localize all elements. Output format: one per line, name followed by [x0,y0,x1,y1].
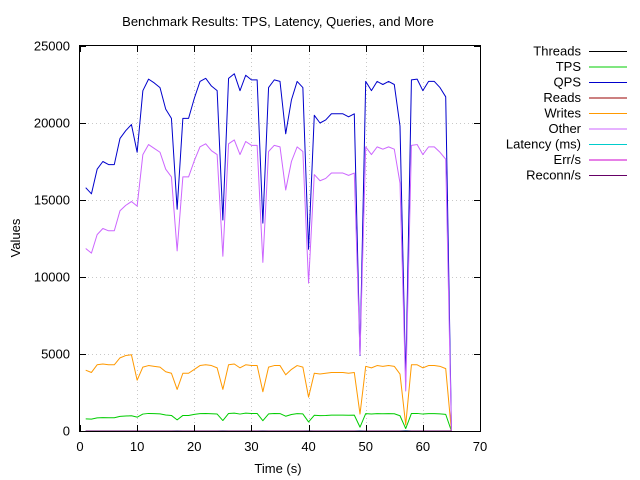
x-tick-label: 20 [187,439,201,454]
axis-ticks: 0 10 20 30 40 50 60 70 0 5000 10000 15000 20000 25000 [34,39,487,455]
legend-label-writes: Writes [544,106,581,121]
series-line-qps [85,73,452,432]
legend-label-err-s: Err/s [554,152,582,167]
y-axis-label: Values [8,218,23,257]
y-tick-label: 10000 [34,270,70,285]
x-tick-label: 70 [473,439,487,454]
y-tick-label: 25000 [34,39,70,54]
legend-label-reads: Reads [543,90,581,105]
y-tick-label: 20000 [34,116,70,131]
x-tick-label: 30 [244,439,258,454]
x-tick-label: 10 [130,439,144,454]
legend-label-qps: QPS [554,75,582,90]
series-line-other [85,139,452,432]
x-tick-label: 50 [358,439,372,454]
legend-label-threads: Threads [533,44,581,59]
y-tick-label: 5000 [41,347,70,362]
y-tick-label: 15000 [34,193,70,208]
legend-label-latency-ms: Latency (ms) [506,137,581,152]
grid-lines [80,46,480,431]
x-axis-label: Time (s) [254,461,301,476]
x-tick-label: 60 [416,439,430,454]
series-line-tps [85,412,452,432]
series-line-writes [85,354,452,432]
x-tick-label: 0 [76,439,83,454]
series-layer [85,73,452,432]
plot-frame [79,45,481,432]
legend-label-reconn-s: Reconn/s [526,168,581,183]
y-tick-label: 0 [63,424,70,439]
chart-title: Benchmark Results: TPS, Latency, Queries… [122,14,434,29]
x-tick-label: 40 [301,439,315,454]
legend-label-tps: TPS [556,59,582,74]
legend-label-other: Other [548,121,581,136]
